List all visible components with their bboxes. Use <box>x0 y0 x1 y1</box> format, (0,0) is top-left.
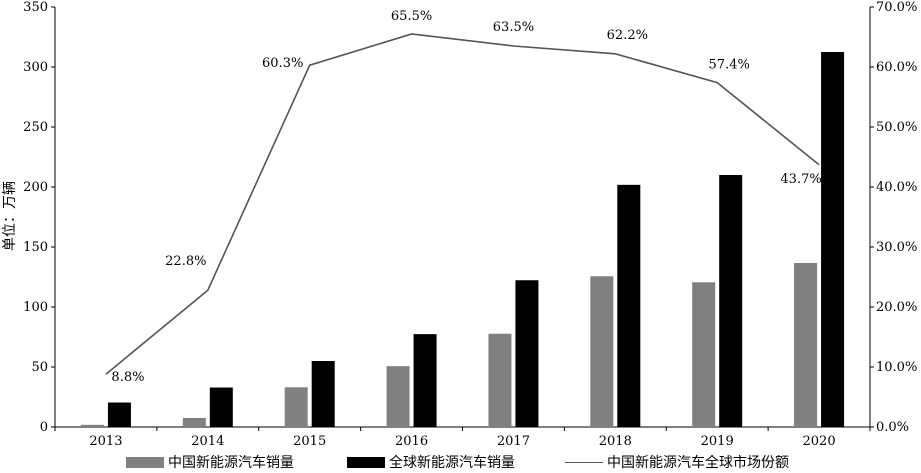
legend: 中国新能源汽车销量 全球新能源汽车销量 中国新能源汽车全球市场份额 <box>0 452 921 472</box>
y-tick-label: 350 <box>23 0 48 15</box>
bar-china-sales <box>488 333 512 427</box>
x-tick-label: 2015 <box>293 434 326 449</box>
legend-label-china-share: 中国新能源汽车全球市场份额 <box>607 455 789 471</box>
bar-china-sales <box>692 282 716 427</box>
x-tick-label: 2019 <box>701 434 734 449</box>
bar-global-sales <box>209 387 233 427</box>
y2-tick-label: 50.0% <box>876 120 917 135</box>
legend-line-china-share <box>565 461 603 463</box>
legend-swatch-china-sales <box>126 456 164 468</box>
data-label-share: 8.8% <box>111 370 144 385</box>
y2-tick-label: 30.0% <box>876 240 917 255</box>
chart: 单位：万辆 0 50 100 150 200 250 300 350 0.0% 10.0% 20.0… <box>2 0 917 449</box>
y2-tick-label: 60.0% <box>876 60 917 75</box>
data-label-share: 63.5% <box>493 20 534 35</box>
bar-global-sales <box>311 361 335 427</box>
legend-item-china-sales: 中国新能源汽车销量 <box>126 452 294 472</box>
x-tick-label: 2016 <box>395 434 428 449</box>
data-label-share: 22.8% <box>165 254 206 269</box>
x-tick-label: 2013 <box>89 434 122 449</box>
data-label-share: 60.3% <box>262 56 303 71</box>
legend-label-china-sales: 中国新能源汽车销量 <box>168 455 294 471</box>
legend-item-china-share: 中国新能源汽车全球市场份额 <box>565 452 789 472</box>
y-tick-label: 300 <box>23 60 48 75</box>
legend-swatch-global-sales <box>347 456 385 468</box>
bar-china-sales <box>590 276 614 427</box>
data-label-share: 43.7% <box>780 172 821 187</box>
bar-global-sales <box>617 184 641 427</box>
bar-china-sales <box>284 387 308 427</box>
bar-global-sales <box>107 402 131 427</box>
bar-china-sales <box>182 418 206 427</box>
y2-tick-label: 10.0% <box>876 360 917 375</box>
data-label-share: 62.2% <box>607 28 648 43</box>
x-tick-label: 2014 <box>191 434 224 449</box>
y2-tick-label: 70.0% <box>876 0 917 15</box>
bar-china-sales <box>794 262 818 427</box>
data-label-share: 57.4% <box>709 58 750 73</box>
x-tick-label: 2017 <box>497 434 530 449</box>
y-tick-label: 0 <box>40 420 48 435</box>
y2-tick-label: 40.0% <box>876 180 917 195</box>
bar-global-sales <box>821 52 845 427</box>
data-label-share: 65.5% <box>391 9 432 24</box>
bar-global-sales <box>413 334 437 427</box>
bar-china-sales <box>386 366 410 427</box>
y-tick-label: 150 <box>23 240 48 255</box>
bar-global-sales <box>719 175 743 427</box>
y-axis-label: 单位：万辆 <box>2 181 18 251</box>
y2-tick-label: 20.0% <box>876 300 917 315</box>
x-tick-label: 2018 <box>599 434 632 449</box>
y-tick-label: 50 <box>31 360 48 375</box>
y-tick-label: 250 <box>23 120 48 135</box>
x-tick-label: 2020 <box>803 434 836 449</box>
y2-tick-label: 0.0% <box>876 420 909 435</box>
y-tick-label: 200 <box>23 180 48 195</box>
bar-global-sales <box>515 280 539 427</box>
legend-item-global-sales: 全球新能源汽车销量 <box>347 452 515 472</box>
legend-label-global-sales: 全球新能源汽车销量 <box>389 455 515 471</box>
y-tick-label: 100 <box>23 300 48 315</box>
line-china-share <box>105 33 820 375</box>
bar-china-sales <box>80 424 104 427</box>
